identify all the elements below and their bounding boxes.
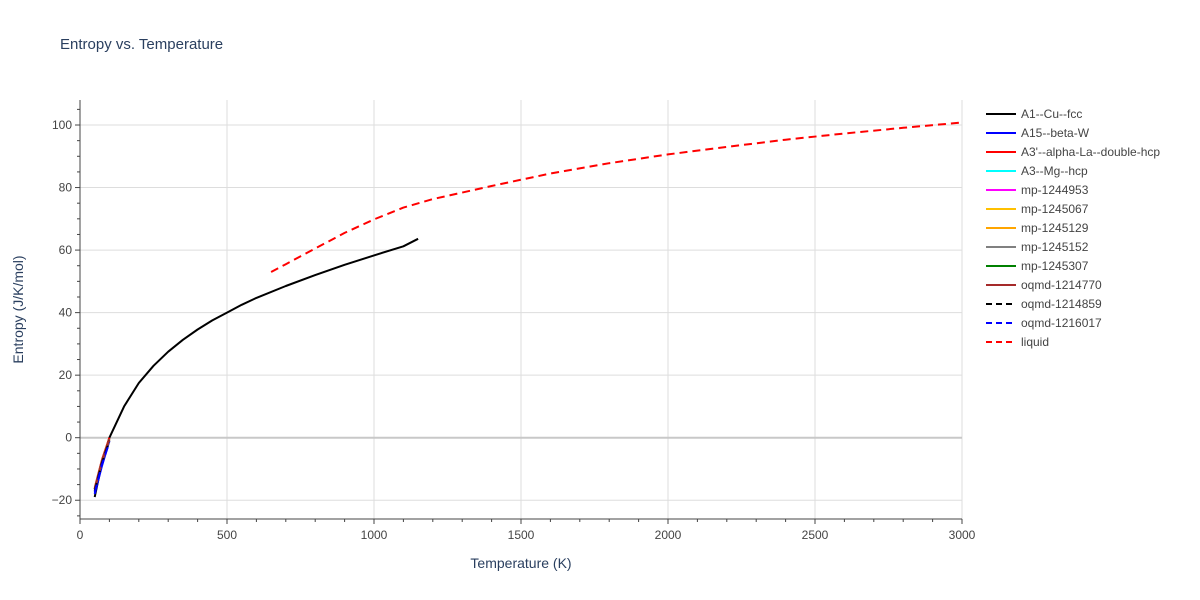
series-line (270, 121, 963, 273)
legend-label: liquid (1021, 335, 1049, 349)
legend[interactable]: A1--Cu--fcc A15--beta-W A3'--alpha-La--dou… (986, 107, 1160, 349)
legend-item[interactable]: A3--Mg--hcp (986, 164, 1088, 178)
x-tick-label: 2500 (802, 528, 829, 542)
legend-label: mp-1245307 (1021, 259, 1089, 273)
legend-item[interactable]: mp-1245129 (986, 221, 1089, 235)
y-tick-label: 0 (65, 431, 72, 445)
legend-label: A1--Cu--fcc (1021, 107, 1082, 121)
axes-layer: 0 500 1000 1500 2000 2500 3000 −20 0 20 40 60 80 100 T… (10, 100, 976, 571)
legend-label: oqmd-1214770 (1021, 278, 1102, 292)
y-tick-label: −20 (52, 493, 73, 507)
legend-label: mp-1245152 (1021, 240, 1089, 254)
legend-label: oqmd-1214859 (1021, 297, 1102, 311)
legend-item[interactable]: oqmd-1214770 (986, 278, 1102, 292)
legend-label: A15--beta-W (1021, 126, 1090, 140)
series-layer (93, 121, 963, 498)
legend-item[interactable]: mp-1245067 (986, 202, 1089, 216)
legend-label: A3'--alpha-La--double-hcp (1021, 145, 1160, 159)
chart-title: Entropy vs. Temperature (60, 36, 224, 53)
y-tick-label: 20 (59, 368, 73, 382)
y-tick-label: 80 (59, 181, 73, 195)
grid-layer (80, 100, 963, 519)
legend-label: A3--Mg--hcp (1021, 164, 1088, 178)
x-tick-label: 500 (217, 528, 237, 542)
legend-label: mp-1245067 (1021, 202, 1089, 216)
legend-label: oqmd-1216017 (1021, 316, 1102, 330)
legend-item[interactable]: A3'--alpha-La--double-hcp (986, 145, 1160, 159)
x-axis-title: Temperature (K) (470, 555, 571, 571)
legend-label: mp-1244953 (1021, 183, 1089, 197)
x-tick-label: 1500 (508, 528, 535, 542)
legend-item[interactable]: oqmd-1216017 (986, 316, 1102, 330)
legend-item[interactable]: A15--beta-W (986, 126, 1090, 140)
y-axis-title: Entropy (J/K/mol) (10, 255, 26, 363)
x-tick-label: 3000 (949, 528, 976, 542)
legend-item[interactable]: A1--Cu--fcc (986, 107, 1082, 121)
x-tick-label: 2000 (655, 528, 682, 542)
legend-item[interactable]: mp-1245307 (986, 259, 1089, 273)
legend-item[interactable]: mp-1245152 (986, 240, 1089, 254)
x-tick-label: 0 (77, 528, 84, 542)
legend-item[interactable]: liquid (986, 335, 1049, 349)
legend-item[interactable]: oqmd-1214859 (986, 297, 1102, 311)
legend-label: mp-1245129 (1021, 221, 1089, 235)
y-tick-label: 60 (59, 243, 73, 257)
series-line (93, 237, 419, 498)
series-line (93, 442, 111, 493)
y-tick-label: 100 (52, 118, 72, 132)
y-tick-label: 40 (59, 306, 73, 320)
legend-item[interactable]: mp-1244953 (986, 183, 1089, 197)
x-tick-label: 1000 (361, 528, 388, 542)
